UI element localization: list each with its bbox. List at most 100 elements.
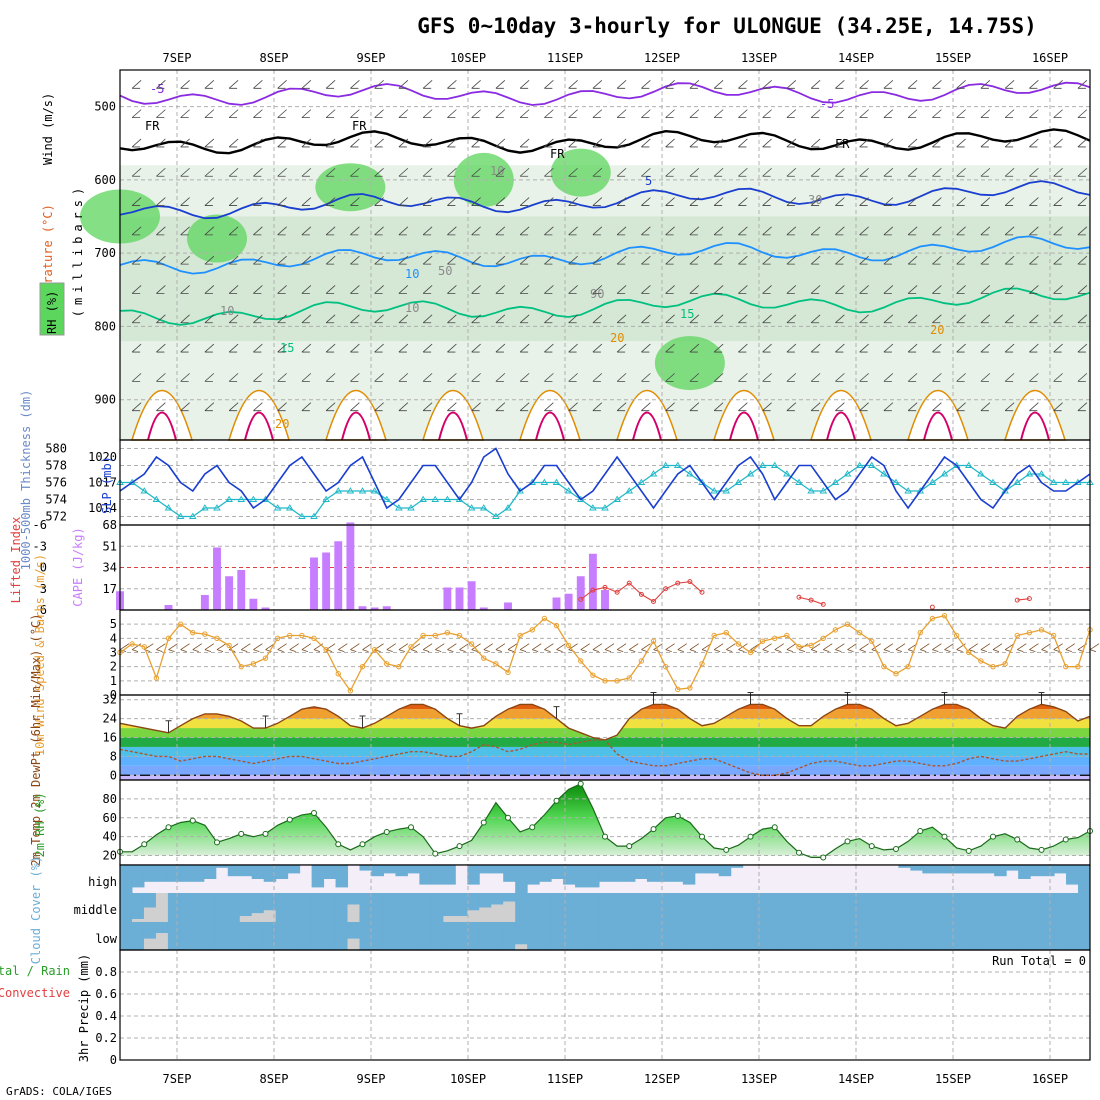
- cloud-cell: [730, 865, 744, 868]
- wind-speed-point: [687, 685, 693, 691]
- cloud-cell: [802, 922, 816, 950]
- surface-wind-barb: [713, 643, 724, 653]
- wind-speed-point: [844, 621, 851, 627]
- rh-point: [165, 824, 172, 831]
- wind-barb: [277, 109, 287, 119]
- rh-point: [189, 817, 196, 824]
- wind-barb: [641, 402, 651, 412]
- cloud-cell: [622, 922, 636, 950]
- wind-barb: [786, 138, 797, 148]
- wind-barb: [1004, 167, 1015, 177]
- wind-speed-point: [262, 655, 269, 661]
- wind-barb: [1004, 314, 1015, 324]
- wind-barb: [301, 138, 312, 148]
- wind-barb: [495, 226, 506, 236]
- slp-tick-label: 1020: [88, 450, 117, 464]
- wind-barb: [422, 255, 433, 265]
- wind-barb: [810, 343, 821, 353]
- wind-barb: [568, 343, 578, 353]
- wind-barb: [301, 343, 312, 353]
- thickness-point: [928, 478, 937, 485]
- wind-barb: [544, 197, 554, 206]
- cape-bar: [601, 590, 609, 610]
- x-tick-label-bottom: 11SEP: [547, 1072, 583, 1086]
- wind-barb: [956, 255, 966, 265]
- wind-barb: [835, 226, 845, 236]
- cloud-cell: [658, 865, 672, 882]
- footer-credit: GrADS: COLA/IGES: [6, 1085, 112, 1098]
- wind-barb: [1053, 109, 1063, 119]
- wind-barb: [471, 343, 481, 353]
- cloud-cell: [838, 922, 851, 950]
- wind-barb: [253, 314, 263, 324]
- wind-barb: [665, 285, 675, 294]
- rh-point: [674, 812, 681, 819]
- cape-bar: [200, 595, 209, 610]
- wind-barb: [592, 373, 603, 382]
- wind-barb: [495, 343, 506, 353]
- wind-barb: [980, 109, 991, 119]
- x-tick-label-bottom: 14SEP: [838, 1072, 874, 1086]
- cloud-cell: [143, 922, 157, 939]
- wind-barb: [398, 343, 409, 353]
- cloud-cell: [515, 865, 528, 893]
- rh-moist-patch: [187, 214, 247, 263]
- wind-barb: [471, 109, 481, 119]
- thickness-point: [528, 478, 537, 485]
- wind-barb: [956, 402, 966, 412]
- cloud-cell: [982, 922, 995, 950]
- wind-barb: [277, 343, 287, 353]
- cloud-cell: [587, 893, 600, 922]
- isotherm-line: [119, 128, 1091, 155]
- precip-legend-convective: Convective: [0, 986, 70, 1000]
- thickness-point: [249, 495, 258, 502]
- wind-barb: [932, 402, 942, 412]
- wind-speed-point: [602, 678, 608, 684]
- wind-barb: [471, 226, 481, 236]
- surface-wind-barb: [1017, 643, 1027, 653]
- contour-label: FR: [352, 119, 367, 133]
- slp-line: [119, 447, 1091, 510]
- cloud-cell: [395, 922, 408, 950]
- wind-barb: [156, 285, 166, 294]
- cloud-cell: [467, 922, 480, 950]
- wind-barb: [859, 343, 869, 353]
- wind-barb: [641, 285, 651, 294]
- wind-barb: [544, 285, 554, 294]
- surface-wind-barb: [1089, 643, 1100, 653]
- wind-barb: [592, 314, 603, 324]
- wind-barb: [616, 226, 627, 236]
- cloud-cell: [143, 865, 157, 882]
- rh-point: [699, 833, 705, 840]
- x-tick-label-bottom: 7SEP: [163, 1072, 192, 1086]
- wind-barb: [592, 197, 603, 206]
- cloud-cell: [1006, 922, 1019, 950]
- cloud-cell: [263, 893, 277, 911]
- surface-wind-barb: [289, 643, 299, 653]
- wind-barb: [447, 109, 457, 119]
- wind-barb: [204, 285, 215, 294]
- cloud-cell: [766, 893, 780, 922]
- cloud-cell: [934, 865, 947, 874]
- wind-barb: [131, 226, 142, 236]
- isotherm-line: [119, 81, 1091, 106]
- cloud-cell: [886, 922, 899, 950]
- wind-speed-point: [565, 642, 572, 649]
- wind-barb: [1077, 109, 1088, 119]
- wind-barb: [665, 314, 675, 324]
- wind-barb: [228, 80, 239, 89]
- slp-label: SLP (mb): [100, 456, 114, 514]
- surface-wind-barb: [435, 643, 445, 653]
- cloud-gap: [467, 910, 480, 922]
- rh-moist-patch: [453, 152, 514, 207]
- wind-barb: [301, 314, 312, 324]
- wind-barb: [713, 167, 724, 177]
- cloud-cell: [527, 922, 540, 950]
- wind-barb: [447, 285, 457, 294]
- cloud-cell: [1054, 865, 1067, 874]
- wind-barb: [156, 314, 166, 324]
- wind-speed-point: [396, 663, 402, 670]
- wind-barb: [495, 197, 506, 206]
- wind-barb: [956, 167, 966, 177]
